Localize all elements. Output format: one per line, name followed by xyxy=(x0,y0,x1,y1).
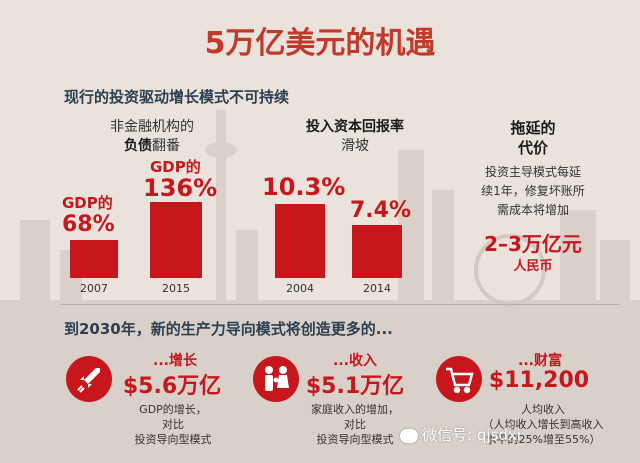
roi-2014-value: 7.4% xyxy=(350,198,412,223)
roi-2004-value: 10.3% xyxy=(262,173,346,201)
delay-title: 拖延的 代价 xyxy=(468,118,598,158)
benefit-wealth-desc-1: 人均收入 xyxy=(521,403,565,416)
section-heading-2030: 到2030年，新的生产力导向模式将创造更多的... xyxy=(64,320,393,338)
benefit-wealth-amount: $11,200 xyxy=(488,368,590,393)
debt-year-2007: 2007 xyxy=(80,282,108,295)
benefit-income-label: ...收入 xyxy=(333,353,377,369)
family-icon xyxy=(253,356,299,402)
benefit-income-desc-2: 对比 xyxy=(344,418,366,431)
benefit-income-desc-1: 家庭收入的增加， xyxy=(311,403,399,416)
benefit-growth-desc-3: 投资导向型模式 xyxy=(134,433,212,446)
page-title: 5万亿美元的机遇 xyxy=(204,26,436,61)
delay-title-line2: 代价 xyxy=(517,139,548,157)
rocket-icon xyxy=(66,356,112,402)
debt-bar-2015 xyxy=(150,202,202,278)
debt-2015-value: 136% xyxy=(143,174,218,202)
benefit-growth-label: ...增长 xyxy=(153,353,197,369)
benefit-income-desc: 家庭收入的增加， 对比 投资导向型模式 xyxy=(290,402,420,447)
debt-caption-tail: 翻番 xyxy=(152,138,180,154)
roi-bar-2014 xyxy=(352,224,402,278)
roi-caption-line1: 投入资本回报率 xyxy=(306,119,404,135)
benefit-income-amount: $5.1万亿 xyxy=(305,374,405,399)
delay-unit: 人民币 xyxy=(513,259,553,274)
debt-2007-label-top: GDP的 xyxy=(62,194,113,212)
debt-caption: 非金融机构的 负债翻番 xyxy=(82,118,222,156)
roi-caption-line2: 滑坡 xyxy=(341,138,369,154)
section-heading-unsustainable: 现行的投资驱动增长模式不可持续 xyxy=(64,88,290,106)
debt-bar-2007 xyxy=(70,240,118,278)
divider xyxy=(60,304,620,305)
debt-2007-value: 68% xyxy=(62,212,115,237)
debt-caption-bold: 负债 xyxy=(124,138,152,154)
wechat-icon xyxy=(400,428,418,443)
delay-desc-line3: 需成本将增加 xyxy=(496,203,569,217)
roi-year-2014: 2014 xyxy=(363,282,391,295)
benefit-growth-desc-2: 对比 xyxy=(162,418,184,431)
wechat-watermark: 微信号: qjsdxi xyxy=(400,424,521,445)
roi-caption: 投入资本回报率 滑坡 xyxy=(285,118,425,156)
delay-desc-line1: 投资主导模式每延 xyxy=(484,165,581,179)
benefit-wealth-desc: 人均收入 （人均收入增长到高收入 水平的25%增至55%） xyxy=(468,402,618,447)
benefit-wealth-label: ...财富 xyxy=(518,353,562,369)
shopping-cart-icon xyxy=(436,356,482,402)
roi-year-2004: 2004 xyxy=(286,282,314,295)
benefit-income-desc-3: 投资导向型模式 xyxy=(316,433,394,446)
delay-title-line1: 拖延的 xyxy=(510,119,556,137)
delay-amount: 2–3万亿元 xyxy=(484,232,582,256)
debt-caption-line1: 非金融机构的 xyxy=(110,119,194,135)
benefit-wealth-desc-2: （人均收入增长到高收入 xyxy=(482,418,604,431)
debt-year-2015: 2015 xyxy=(162,282,190,295)
debt-2015-label-top: GDP的 xyxy=(150,158,201,176)
watermark-text: 微信号: qjsdxi xyxy=(422,426,521,444)
delay-desc-line2: 续1年，修复坏账所 xyxy=(481,184,585,198)
benefit-growth-desc: GDP的增长， 对比 投资导向型模式 xyxy=(108,402,238,447)
benefit-wealth-desc-3: 水平的25%增至55%） xyxy=(485,433,601,446)
benefit-growth-desc-1: GDP的增长， xyxy=(139,403,207,416)
delay-description: 投资主导模式每延 续1年，修复坏账所 需成本将增加 xyxy=(463,163,603,220)
roi-bar-2004 xyxy=(275,204,325,278)
benefit-growth-amount: $5.6万亿 xyxy=(122,374,222,399)
